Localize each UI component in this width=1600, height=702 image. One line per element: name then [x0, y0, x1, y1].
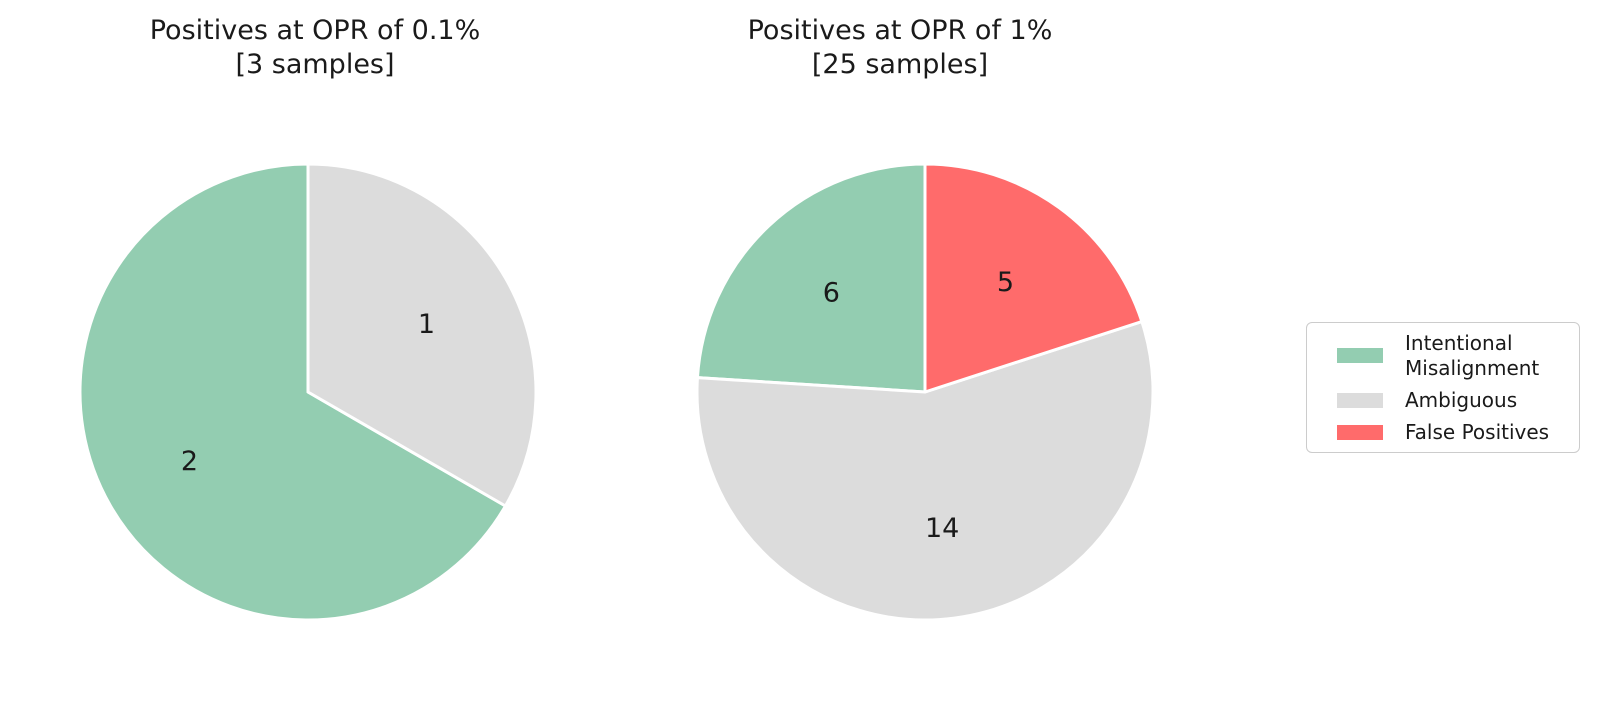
- pie-slice-value-label: 6: [823, 278, 840, 309]
- chart-1-title-line1: Positives at OPR of 0.1%: [149, 15, 481, 46]
- pie-slice-value-label: 14: [925, 513, 959, 544]
- legend-item-false-positives: False Positives: [1337, 420, 1571, 445]
- pie-slice-intentional-misalignment: [78, 162, 507, 622]
- pie-slice-ambiguous: [306, 162, 538, 508]
- chart-1-title: Positives at OPR of 0.1% [3 samples]: [65, 14, 565, 82]
- legend-swatch-intentional-misalignment: [1337, 348, 1383, 363]
- legend: Intentional Misalignment Ambiguous False…: [1306, 322, 1580, 453]
- pie-slice-value-label: 1: [418, 309, 435, 340]
- pie-slice-intentional-misalignment: [695, 162, 927, 394]
- legend-swatch-ambiguous: [1337, 392, 1383, 408]
- chart-2-title-line2: [25 samples]: [811, 49, 989, 80]
- legend-label-intentional-misalignment: Intentional Misalignment: [1405, 330, 1540, 380]
- legend-item-intentional-misalignment: Intentional Misalignment: [1337, 331, 1571, 381]
- chart-1-title-line2: [3 samples]: [235, 49, 395, 80]
- pie-slice-value-label: 5: [997, 267, 1014, 298]
- pie-slice-value-label: 2: [181, 446, 198, 477]
- legend-swatch-false-positives: [1337, 424, 1383, 440]
- pie-slice-false-positives: [923, 162, 1144, 394]
- legend-label-ambiguous: Ambiguous: [1405, 387, 1518, 412]
- legend-item-ambiguous: Ambiguous: [1337, 388, 1571, 413]
- legend-label-false-positives: False Positives: [1405, 419, 1550, 444]
- chart-2-title: Positives at OPR of 1% [25 samples]: [650, 14, 1150, 82]
- chart-2-title-line1: Positives at OPR of 1%: [747, 15, 1053, 46]
- pie-slice-ambiguous: [695, 320, 1155, 622]
